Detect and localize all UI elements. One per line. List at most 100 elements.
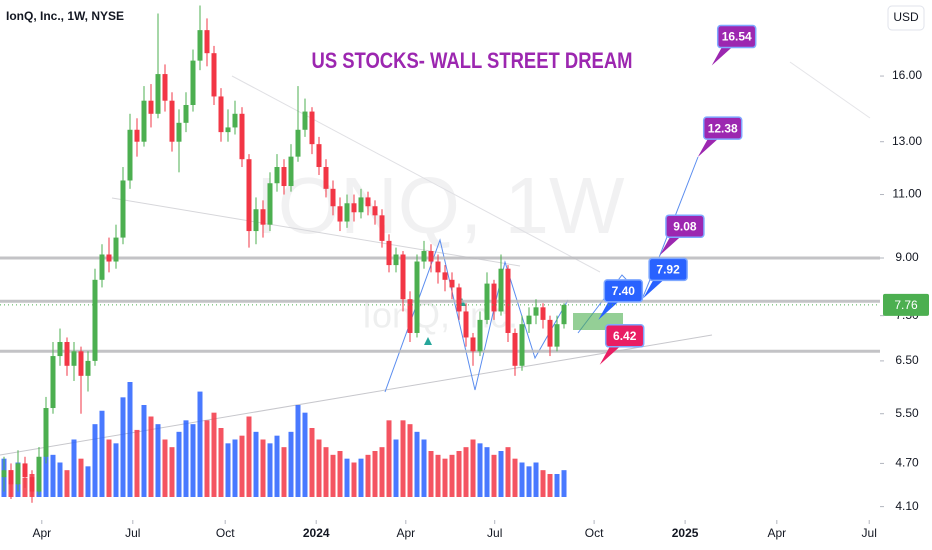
candle-body	[456, 287, 462, 312]
volume-bar	[379, 447, 385, 497]
volume-bar	[386, 420, 392, 497]
volume-bar	[421, 439, 427, 497]
volume-bar	[330, 454, 336, 497]
volume-bar	[134, 429, 140, 497]
candle-body	[547, 319, 553, 347]
candle-body	[15, 463, 21, 485]
target-callout	[711, 47, 732, 66]
volume-bar	[491, 454, 497, 497]
candle-body	[449, 279, 455, 288]
volume-bar	[477, 443, 483, 497]
candle-body	[295, 129, 301, 157]
volume-bar	[463, 447, 469, 497]
candle-body	[99, 254, 105, 280]
candle-body	[267, 183, 273, 225]
candles	[1, 5, 567, 503]
volume-bar	[85, 466, 91, 497]
candle-body	[463, 311, 469, 338]
candle-body	[204, 30, 210, 54]
target-box	[716, 24, 757, 49]
candle-body	[491, 283, 497, 312]
candle-body	[400, 254, 406, 300]
candle-body	[561, 304, 567, 325]
volume-bar	[267, 443, 273, 497]
candle-body	[519, 324, 525, 366]
trend-line	[789, 61, 871, 119]
candle-body	[190, 60, 196, 106]
target-box	[603, 279, 644, 303]
volume-bar	[358, 458, 364, 497]
candle-body	[183, 105, 189, 123]
volume-bar	[260, 439, 266, 497]
candle-body	[239, 113, 245, 160]
volume-bar	[435, 454, 441, 497]
candle-body	[50, 356, 56, 409]
volume-bar	[246, 416, 252, 497]
candle-body	[141, 100, 147, 142]
candle-body	[288, 156, 294, 187]
candle-body	[71, 351, 77, 366]
x-tick-label: Oct	[585, 526, 604, 540]
candle-body	[512, 332, 518, 366]
candle-body	[127, 129, 133, 181]
volume-bar	[99, 410, 105, 497]
candle-body	[484, 283, 490, 320]
candle-body	[197, 30, 203, 61]
currency-label: USD	[893, 10, 919, 24]
volume-bar	[456, 451, 462, 497]
candle-body	[106, 254, 112, 262]
targets: 16.54 12.38 9.08 7.92 7.40 6.42	[598, 24, 757, 365]
target-label: 7.40	[612, 284, 636, 298]
volume-bar	[162, 439, 168, 497]
marker-triangle	[424, 337, 432, 345]
volume-bar	[183, 420, 189, 497]
levels	[0, 256, 880, 353]
volume-bar	[526, 466, 532, 497]
candle-body	[540, 307, 546, 320]
volume-bar	[50, 454, 56, 497]
volume-bar	[274, 435, 280, 497]
candle-body	[379, 215, 385, 241]
candle-body	[526, 315, 532, 325]
volume-bar	[533, 462, 539, 497]
chart-title: US STOCKS- WALL STREET DREAM	[312, 48, 633, 73]
currency-button[interactable]	[887, 5, 925, 31]
trend-line	[111, 197, 521, 267]
volume-bar	[344, 458, 350, 497]
volume-bar	[120, 397, 126, 497]
candle-body	[393, 254, 399, 266]
volume-bar	[316, 439, 322, 497]
volume-bar	[400, 420, 406, 497]
volume-bar	[540, 470, 546, 497]
volume-bar	[113, 443, 119, 497]
y-tick-label: 13.00	[892, 134, 922, 148]
volume-bar	[470, 439, 476, 497]
candle-body	[421, 251, 427, 262]
candle-body	[246, 159, 252, 232]
volume-bar	[428, 451, 434, 497]
candle-body	[36, 456, 42, 492]
candle-body	[274, 167, 280, 184]
volume-bar	[323, 447, 329, 497]
candle-body	[176, 122, 182, 142]
candle-body	[8, 470, 14, 485]
target-label: 9.08	[673, 219, 697, 233]
volume-bar	[281, 447, 287, 497]
volume-bar	[505, 447, 511, 497]
volume-bar	[197, 391, 203, 497]
candle-body	[85, 360, 91, 376]
volume-bar	[449, 454, 455, 497]
trend-line	[231, 75, 601, 273]
trend-line	[0, 334, 713, 456]
target-label: 16.54	[722, 30, 752, 44]
candle-body	[22, 463, 28, 478]
candle-body	[316, 144, 322, 168]
volume-bar	[155, 424, 161, 497]
candle-body	[533, 307, 539, 316]
target-box	[665, 214, 705, 238]
watermark: IONQ, 1W IonQ, Inc.	[256, 161, 625, 335]
candle-body	[428, 251, 434, 262]
candle-body	[337, 206, 343, 222]
candle-body	[43, 408, 49, 457]
